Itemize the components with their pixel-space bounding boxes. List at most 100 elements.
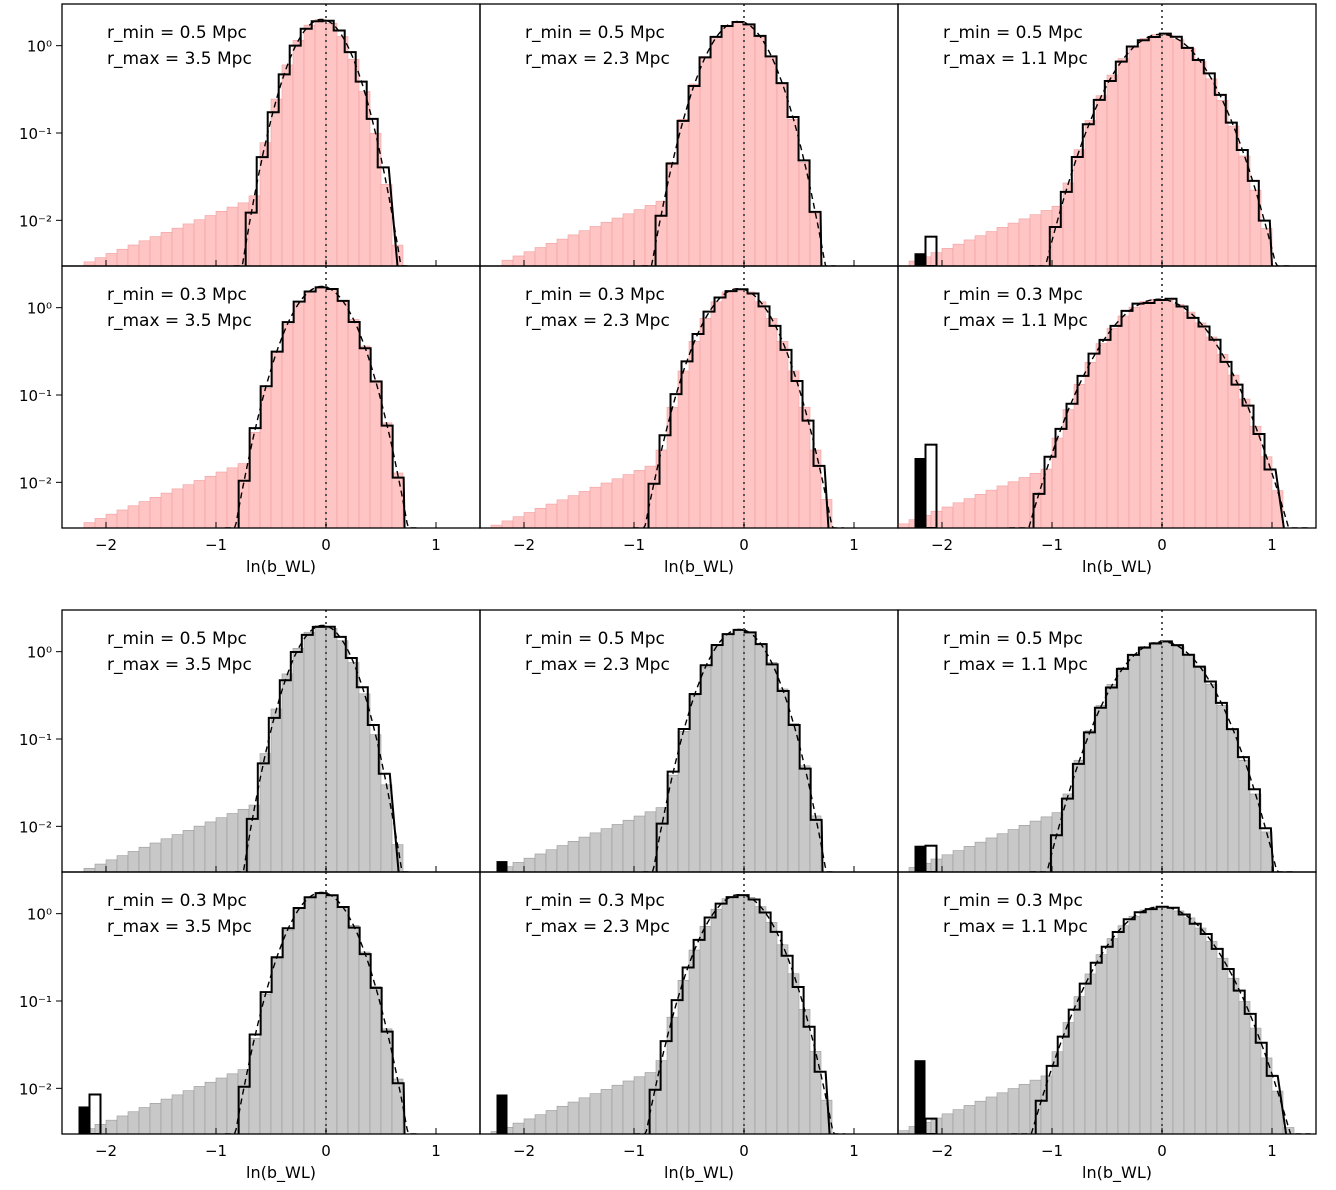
rmax-label: r_max = 3.5 Mpc bbox=[107, 49, 252, 69]
plot-area bbox=[83, 4, 410, 266]
histogram-bar bbox=[985, 489, 998, 528]
step-histogram bbox=[1048, 32, 1273, 266]
histogram-bar bbox=[303, 896, 316, 1134]
histogram-bar bbox=[644, 205, 657, 266]
histogram-bar bbox=[380, 1028, 393, 1134]
histogram-bar bbox=[952, 850, 965, 872]
histogram-bar bbox=[699, 318, 712, 528]
histogram-bar bbox=[611, 824, 624, 872]
histogram-bar bbox=[963, 1105, 976, 1134]
histogram-bar bbox=[996, 1092, 1009, 1134]
histogram-bar bbox=[1095, 343, 1108, 528]
x-tick-label: −2 bbox=[513, 1142, 535, 1160]
gaussian-fit bbox=[224, 285, 419, 528]
histogram-bar bbox=[688, 83, 701, 266]
gaussian-fit bbox=[641, 20, 836, 266]
histogram-bar bbox=[358, 951, 371, 1134]
histogram-bar bbox=[743, 632, 756, 872]
plot-area bbox=[490, 266, 845, 528]
histogram-bar bbox=[974, 235, 987, 266]
histogram-bar bbox=[1062, 1022, 1075, 1134]
histogram-bar bbox=[369, 986, 382, 1134]
plot-area bbox=[496, 610, 837, 872]
histogram-bar bbox=[193, 1086, 206, 1134]
histogram-bar bbox=[116, 1115, 129, 1134]
y-tick-label: 10⁻² bbox=[19, 818, 52, 836]
histogram-bar bbox=[314, 625, 327, 872]
histogram-bar bbox=[1216, 354, 1229, 528]
histogram-bar bbox=[534, 507, 547, 528]
panel: r_min = 0.5 Mpc r_max = 1.1 Mpc bbox=[897, 609, 1317, 873]
histogram-bar bbox=[952, 243, 965, 266]
histogram-bar bbox=[688, 341, 701, 528]
histogram-bar bbox=[1128, 915, 1141, 1134]
rmax-label: r_max = 1.1 Mpc bbox=[943, 311, 1088, 331]
histogram-bar bbox=[1106, 684, 1119, 872]
rmax-label: r_max = 2.3 Mpc bbox=[525, 655, 670, 675]
histogram-bar bbox=[611, 478, 624, 528]
histogram-bar bbox=[721, 633, 734, 872]
x-axis-label: ln(b_WL) bbox=[1082, 557, 1152, 577]
rmax-label: r_max = 2.3 Mpc bbox=[525, 917, 670, 937]
x-tick-label: 0 bbox=[321, 536, 331, 554]
histogram-bar bbox=[325, 895, 338, 1134]
overflow-bar-open bbox=[924, 235, 938, 266]
histogram-bar bbox=[710, 646, 723, 872]
histogram-bar bbox=[589, 832, 602, 872]
histogram-bar bbox=[116, 509, 129, 528]
histogram-bar bbox=[985, 231, 998, 266]
histogram-bar bbox=[1029, 472, 1042, 528]
histogram-bar bbox=[644, 811, 657, 872]
histogram-bar bbox=[1139, 38, 1152, 266]
panel: −2 −1 0 1 10⁰ 10⁻¹ 10⁻² r_min = 0.3 Mpc r_max = … bbox=[19, 871, 481, 1183]
histogram-bar bbox=[149, 1103, 162, 1134]
histogram-bar bbox=[358, 91, 371, 266]
histogram-bar bbox=[589, 226, 602, 266]
histogram-bar bbox=[974, 1100, 987, 1134]
histogram-bar bbox=[699, 666, 712, 872]
histogram-bar bbox=[1128, 654, 1141, 872]
histogram-bar bbox=[655, 449, 668, 528]
rmin-label: r_min = 0.5 Mpc bbox=[525, 23, 665, 43]
histogram-bar bbox=[952, 1109, 965, 1134]
histogram-bar bbox=[622, 819, 635, 872]
histogram-bar bbox=[1216, 705, 1229, 872]
histogram-bar bbox=[1183, 311, 1196, 528]
histogram-bar bbox=[622, 474, 635, 528]
histogram-bar bbox=[1029, 820, 1042, 872]
histogram-bar bbox=[567, 841, 580, 872]
panel: 10⁰ 10⁻¹ 10⁻² r_min = 0.5 Mpc r_max = 3.5 Mp… bbox=[19, 3, 481, 267]
gaussian-fit bbox=[1028, 33, 1293, 266]
histogram-bar bbox=[1018, 1084, 1031, 1134]
gaussian-fit bbox=[1011, 906, 1311, 1134]
histogram-bar bbox=[633, 470, 646, 528]
histogram-bar bbox=[358, 345, 371, 528]
overflow-bar-filled bbox=[914, 457, 926, 528]
histogram-bar bbox=[336, 640, 349, 872]
histogram-bar bbox=[666, 162, 679, 266]
histogram-bar bbox=[677, 980, 690, 1134]
histogram-bar bbox=[292, 303, 305, 528]
histogram-bar bbox=[1150, 641, 1163, 872]
histogram-bar bbox=[204, 215, 217, 266]
histogram-bar bbox=[215, 210, 228, 266]
panel: −2 −1 0 1 10⁰ 10⁻¹ 10⁻² r_min = 0.3 Mpc r_max = … bbox=[19, 265, 481, 577]
panel: r_min = 0.5 Mpc r_max = 2.3 Mpc bbox=[479, 3, 899, 267]
x-tick-label: 1 bbox=[1267, 1142, 1277, 1160]
panel: −2 −1 0 1 r_min = 0.3 Mpc r_max = 1.1 Mpc ln(b… bbox=[897, 265, 1317, 577]
plot-area bbox=[78, 872, 419, 1134]
histogram-bar bbox=[325, 22, 338, 266]
histogram-bar bbox=[996, 227, 1009, 266]
step-histogram bbox=[654, 20, 823, 266]
histogram-bar bbox=[1282, 1127, 1295, 1134]
histogram-bar bbox=[1007, 222, 1020, 266]
x-tick-label: 0 bbox=[1157, 536, 1167, 554]
histogram-bar bbox=[963, 498, 976, 528]
histogram-bar bbox=[138, 240, 151, 266]
histogram-bar bbox=[270, 98, 283, 266]
x-tick-label: −2 bbox=[931, 536, 953, 554]
overflow-bar-filled bbox=[78, 1106, 90, 1134]
x-tick-label: −1 bbox=[205, 1142, 227, 1160]
histogram-bar bbox=[523, 1118, 536, 1134]
x-axis-label: ln(b_WL) bbox=[664, 557, 734, 577]
